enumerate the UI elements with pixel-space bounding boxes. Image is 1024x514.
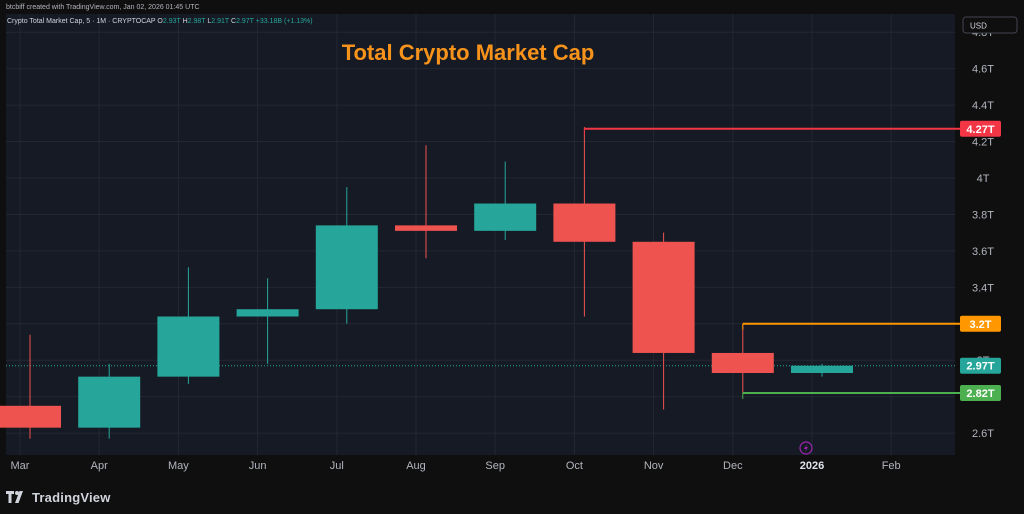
y-tick-label: 3.4T [972,282,994,294]
level-price-badge: 4.27T [966,124,994,136]
change-value: +33.18B (+1.13%) [256,18,313,25]
ohlc-value: 2.97T [236,18,256,25]
ohlc-label: L [207,18,211,25]
currency-label[interactable]: USD [970,22,987,31]
y-tick-label: 4.4T [972,100,994,112]
chart-area[interactable]: 2.6T2.8T3T3.2T3.4T3.6T3.8T4T4.2T4.4T4.6T… [0,14,1024,484]
x-tick-label: Mar [11,460,30,472]
event-marker-icon[interactable] [799,441,813,455]
level-price-badge-background [960,315,1001,332]
y-tick-label: 4T [977,173,990,185]
price-axis-background [960,14,1024,484]
candle-body [236,309,299,317]
ohlc-label: C [231,18,236,25]
chart-title: Total Crypto Market Cap [342,40,595,65]
y-tick-label: 4.2T [972,137,994,149]
x-tick-label: Jul [330,460,344,472]
x-tick-label: Sep [485,460,505,472]
ohlc-value: 2.91T [211,18,231,25]
level-price-badge-background [960,120,1001,137]
x-tick-label: Dec [723,460,743,472]
plot-background [6,14,955,455]
lightning-icon [804,444,808,452]
level-price-badge-background [960,385,1001,402]
x-tick-label: Jun [249,460,267,472]
x-tick-label: 2026 [800,460,824,472]
footer: TradingView [6,486,111,508]
level-price-badge: 3.2T [969,319,991,331]
x-tick-label: Oct [566,460,583,472]
candle-body [474,203,537,231]
candle-body [632,241,695,353]
y-tick-label: 3.6T [972,246,994,258]
x-tick-label: Apr [91,460,108,472]
ohlc-value: 2.98T [188,18,208,25]
candle-body [157,316,220,377]
symbol-legend: Crypto Total Market Cap, 5 · 1M · CRYPTO… [7,18,313,25]
candle-body [553,203,616,242]
symbol-name: Crypto Total Market Cap, 5 · 1M · CRYPTO… [7,18,157,25]
tradingview-logo-text[interactable]: TradingView [32,489,111,505]
y-tick-label: 2.6T [972,428,994,440]
candlestick-chart[interactable]: 2.6T2.8T3T3.2T3.4T3.6T3.8T4T4.2T4.4T4.6T… [0,14,1024,484]
tradingview-logo-icon[interactable] [6,491,26,503]
candle-body [791,365,853,373]
currency-button[interactable] [962,16,1018,34]
level-price-badge: 2.82T [966,388,994,400]
last-price-badge: 2.97T [966,361,994,373]
chart-header: btcbiff created with TradingView.com, Ja… [6,2,806,14]
attribution-text: btcbiff created with TradingView.com, Ja… [6,4,200,11]
ohlc-label: H [183,18,188,25]
last-price-badge-background [960,357,1001,374]
x-tick-label: Nov [644,460,664,472]
candle-body [315,225,378,310]
ohlc-label: O [157,18,163,25]
candle-body [395,225,457,231]
time-axis-background [6,455,955,484]
y-tick-label: 3.8T [972,209,994,221]
y-tick-label: 4.6T [972,64,994,76]
x-tick-label: May [168,460,189,472]
candle-body [78,376,141,428]
ohlc-value: 2.93T [163,18,183,25]
candle-body [711,352,774,373]
x-tick-label: Feb [882,460,901,472]
x-tick-label: Aug [406,460,426,472]
candle-body [0,405,61,428]
